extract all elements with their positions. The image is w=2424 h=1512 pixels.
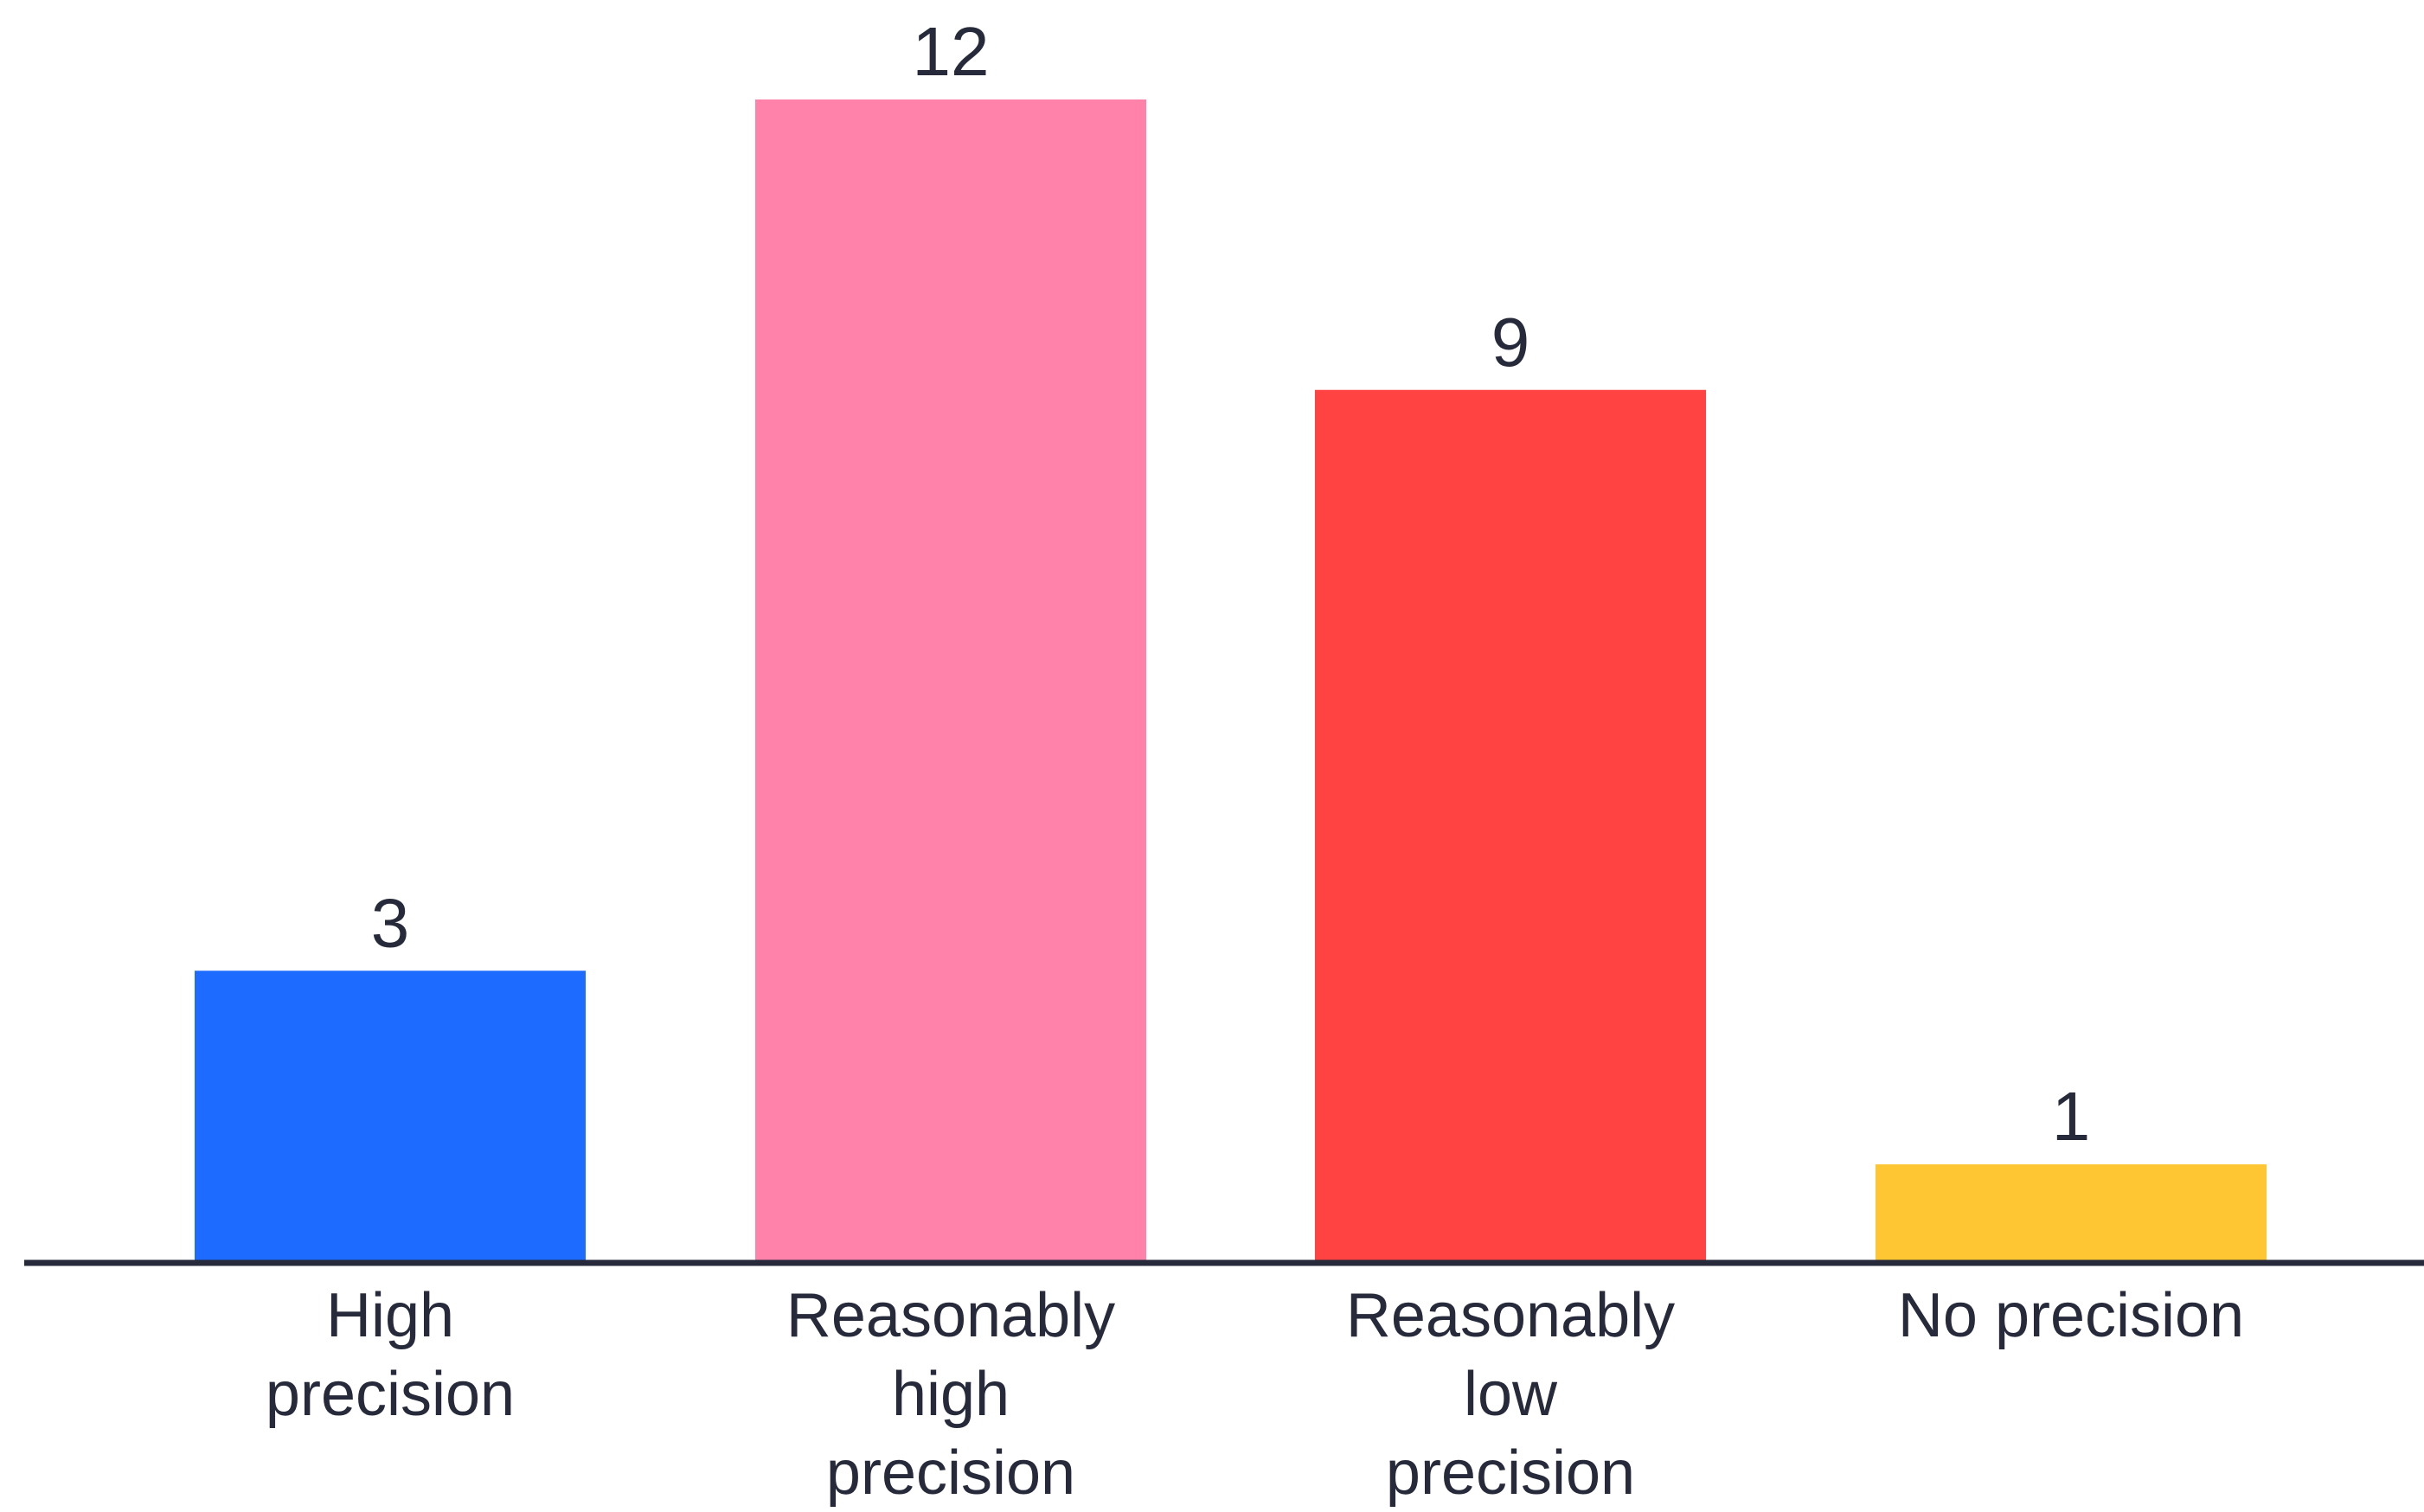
- bar-3: [1315, 389, 1706, 1261]
- bars-layer: [195, 99, 2267, 1261]
- category-label-line: No precision: [1898, 1281, 2244, 1350]
- category-label-line: precision: [1386, 1438, 1635, 1508]
- category-label-2: Reasonably high precision: [786, 1281, 1115, 1508]
- category-label-1: High precision: [266, 1281, 515, 1429]
- value-label-4: 1: [2052, 1078, 2091, 1155]
- category-label-line: low: [1464, 1360, 1558, 1429]
- value-labels-layer: 3 12 9 1: [371, 13, 2091, 1155]
- bar-1: [195, 971, 586, 1261]
- value-label-2: 12: [913, 13, 990, 90]
- bar-4: [1876, 1164, 2267, 1261]
- bar-2: [755, 99, 1146, 1261]
- category-label-4: No precision: [1898, 1281, 2244, 1350]
- category-label-line: high: [892, 1360, 1010, 1429]
- category-label-line: Reasonably: [1346, 1281, 1675, 1350]
- category-label-line: precision: [266, 1360, 515, 1429]
- category-label-line: precision: [826, 1438, 1075, 1508]
- value-label-1: 3: [371, 884, 410, 961]
- category-label-line: Reasonably: [786, 1281, 1115, 1350]
- category-label-3: Reasonably low precision: [1346, 1281, 1675, 1508]
- value-label-3: 9: [1491, 304, 1530, 381]
- category-label-line: High: [326, 1281, 454, 1350]
